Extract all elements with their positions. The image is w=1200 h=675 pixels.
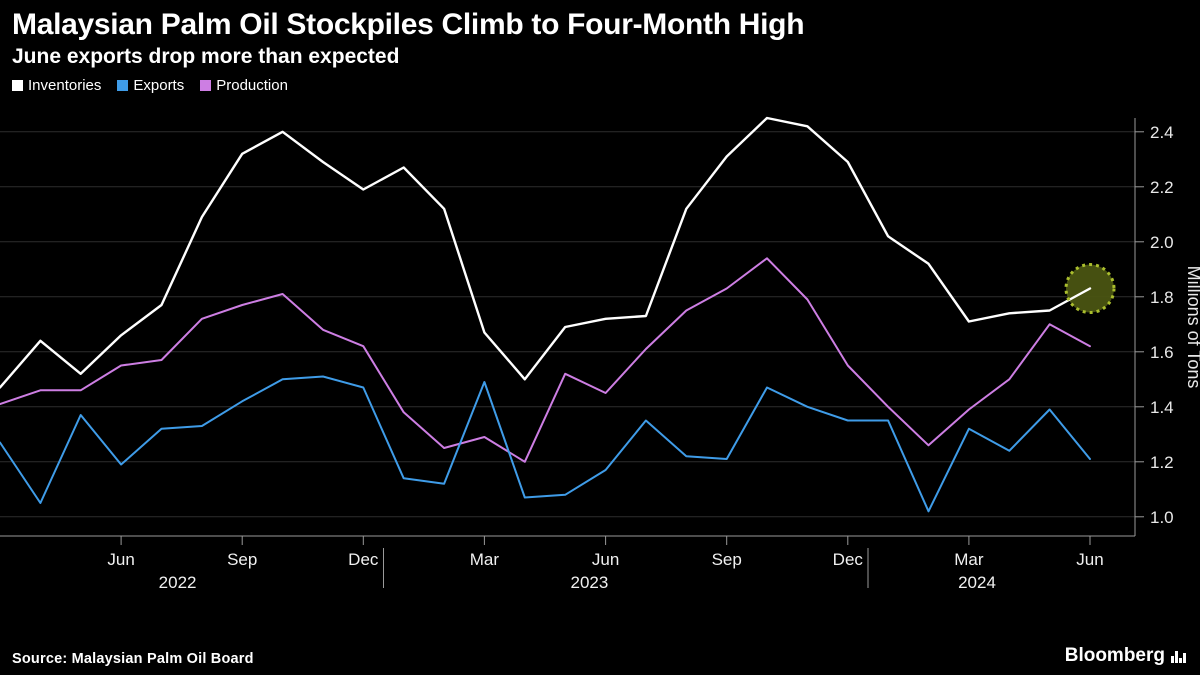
y-axis-title: Millions of Tons	[1184, 265, 1200, 388]
x-tick-label: Dec	[348, 550, 379, 569]
y-tick-label: 1.0	[1150, 507, 1174, 526]
x-tick-label: Sep	[712, 550, 742, 569]
year-label: 2022	[159, 573, 197, 592]
x-tick-label: Mar	[954, 550, 984, 569]
chart-header: Malaysian Palm Oil Stockpiles Climb to F…	[0, 0, 1200, 69]
year-label: 2023	[570, 573, 608, 592]
chart-footer: Source: Malaysian Palm Oil Board Bloombe…	[0, 641, 1200, 675]
bloomberg-bars-icon	[1171, 649, 1186, 663]
legend-label-production: Production	[216, 76, 288, 94]
legend-item-exports: Exports	[117, 77, 184, 94]
y-tick-label: 1.6	[1150, 342, 1174, 361]
y-tick-label: 1.8	[1150, 287, 1174, 306]
year-label: 2024	[958, 573, 996, 592]
y-tick-label: 1.2	[1150, 452, 1174, 471]
x-tick-label: Jun	[1076, 550, 1103, 569]
y-tick-label: 2.2	[1150, 177, 1174, 196]
series-production-line	[0, 256, 1091, 463]
bloomberg-wordmark: Bloomberg	[1064, 645, 1165, 666]
x-tick-label: Dec	[833, 550, 864, 569]
source-note: Source: Malaysian Palm Oil Board	[12, 651, 254, 667]
x-tick-label: Sep	[227, 550, 257, 569]
series-exports-line	[0, 375, 1091, 512]
line-chart: 1.0 1.2 1.4 1.6 1.8 2.0 2.2 2.4 Millions of Tons…	[0, 116, 1200, 592]
legend-item-inventories: Inventories	[12, 77, 101, 94]
y-tick-label: 1.4	[1150, 397, 1174, 416]
production-swatch-icon	[200, 79, 212, 91]
y-tick-label: 2.0	[1150, 232, 1174, 251]
inventories-swatch-icon	[12, 79, 23, 91]
chart-legend: Inventories Exports Production	[0, 69, 1200, 96]
highlight-ring	[1064, 262, 1116, 314]
chart-title: Malaysian Palm Oil Stockpiles Climb to F…	[12, 8, 805, 41]
x-tick-label: Jun	[107, 550, 134, 569]
chart-subtitle: June exports drop more than expected	[12, 44, 400, 68]
series-inventories-line	[0, 116, 1092, 389]
legend-label-exports: Exports	[133, 76, 185, 94]
y-tick-label: 2.4	[1150, 122, 1174, 141]
x-tick-label: Jun	[592, 550, 619, 569]
x-tick-label: Mar	[470, 550, 500, 569]
exports-swatch-icon	[117, 79, 129, 91]
bloomberg-logo: Bloomberg	[1065, 645, 1186, 667]
legend-item-production: Production	[200, 77, 288, 94]
legend-label-inventories: Inventories	[28, 76, 102, 94]
